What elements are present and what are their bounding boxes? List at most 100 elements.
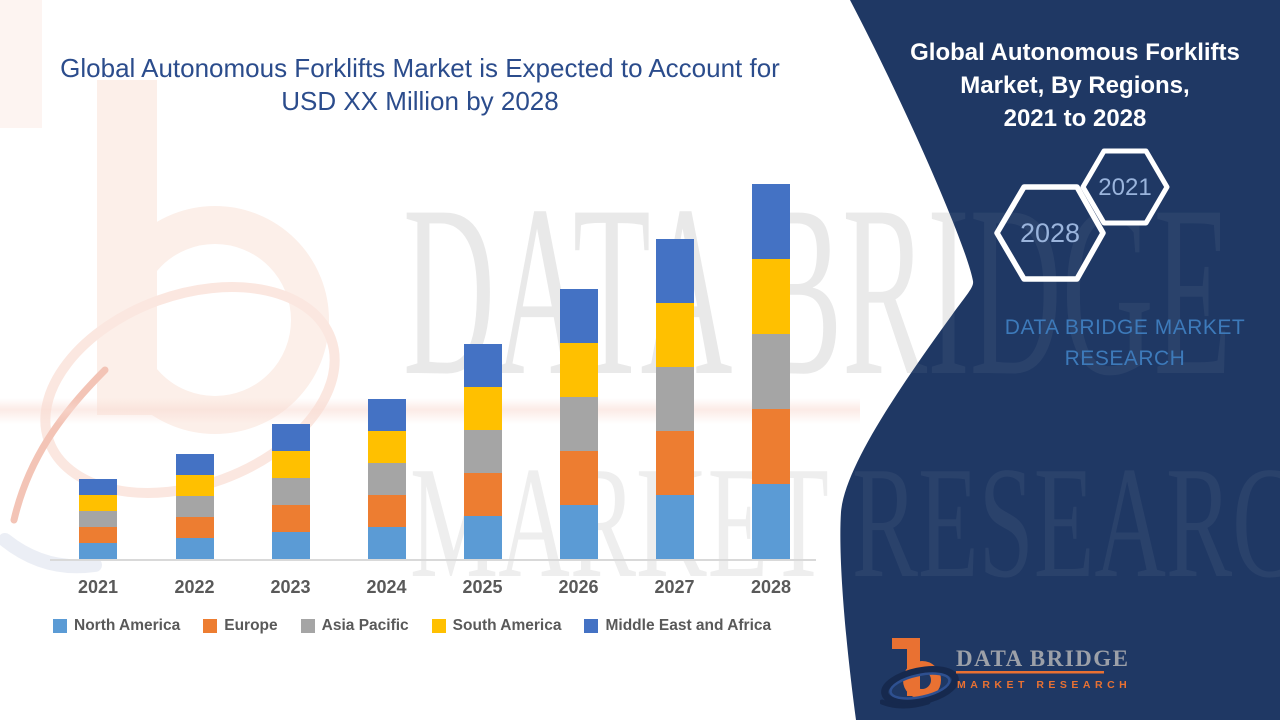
- chart-title-line2: USD XX Million by 2028: [281, 86, 559, 116]
- x-tick-label-2021: 2021: [77, 577, 119, 597]
- legend-item-south-america: South America: [431, 617, 562, 635]
- logo-brand-text: DATA BRIDGE: [956, 646, 1129, 671]
- bar-segment-2024-asia-pacific: [367, 463, 406, 495]
- faint-corner-blob: [0, 0, 42, 128]
- bar-segment-2023-asia-pacific: [271, 478, 310, 505]
- hexagon-2028: [994, 184, 1106, 282]
- legend-item-asia-pacific: Asia Pacific: [300, 617, 409, 635]
- panel-watermark-line1: DATA BRIDGE: [848, 155, 1232, 426]
- logo-sub-text: MARKET RESEARCH: [957, 679, 1130, 691]
- bar-column-2021: [79, 479, 117, 559]
- bar-segment-2021-middle-east-and-africa: [79, 479, 117, 495]
- bar-segment-2027-north-america: [655, 495, 694, 559]
- faint-blue-arc: [0, 533, 102, 574]
- bar-segment-2026-europe: [559, 451, 598, 505]
- bar-segment-2024-north-america: [367, 527, 406, 559]
- legend-label: South America: [452, 617, 562, 634]
- bar-segment-2021-south-america: [79, 495, 117, 511]
- faint-brand-logo-watermark: [0, 0, 340, 574]
- bar-segment-2025-north-america: [463, 516, 502, 559]
- hexagon-2021: [1080, 148, 1170, 226]
- legend-swatch: [53, 619, 67, 633]
- bar-segment-2024-middle-east-and-africa: [367, 399, 406, 431]
- bar-segment-2022-asia-pacific: [175, 496, 214, 517]
- bar-segment-2022-middle-east-and-africa: [175, 454, 214, 475]
- legend: North America Europe Asia Pacific South Ame…: [53, 617, 771, 635]
- bar-segment-2028-south-america: [752, 259, 790, 334]
- bar-segment-2027-middle-east-and-africa: [655, 239, 694, 303]
- bar-column-2027: [655, 239, 694, 559]
- bar-segment-2025-middle-east-and-africa: [463, 344, 502, 387]
- legend-label: North America: [74, 617, 181, 634]
- bar-segment-2022-europe: [175, 517, 214, 538]
- bar-segment-2026-asia-pacific: [559, 397, 598, 451]
- dbmr-logo: DATA BRIDGE MARKET RESEARCH: [880, 638, 1130, 709]
- bar-segment-2022-north-america: [175, 538, 214, 559]
- logo-underline: [956, 671, 1104, 674]
- bar-segment-2025-asia-pacific: [463, 430, 502, 473]
- x-tick-label-2028: 2028: [750, 577, 792, 597]
- bar-segment-2021-asia-pacific: [79, 511, 117, 527]
- faint-red-swoosh: [10, 366, 109, 524]
- x-tick-label-2027: 2027: [654, 577, 695, 597]
- bar-segment-2021-europe: [79, 527, 117, 543]
- legend-item-middle-east-and-africa: Middle East and Africa: [584, 617, 771, 635]
- bar-column-2025: [463, 344, 502, 559]
- hexagon-2028-label: 2028: [1020, 218, 1080, 248]
- chart-title: Global Autonomous Forklifts Market is Ex…: [28, 52, 812, 118]
- bar-column-2028: [752, 184, 790, 559]
- x-tick-label-2025: 2025: [462, 577, 503, 597]
- panel-title: Global Autonomous Forklifts Market, By R…: [880, 36, 1270, 135]
- x-tick-label-2024: 2024: [366, 577, 407, 597]
- x-tick-label-2023: 2023: [270, 577, 311, 597]
- x-tick-label-2022: 2022: [174, 577, 215, 597]
- legend-label: Asia Pacific: [321, 617, 409, 634]
- bar-segment-2023-south-america: [271, 451, 310, 478]
- bar-segment-2023-north-america: [271, 532, 310, 559]
- stacked-bar-chart: 2021 2022 2023 2024 2025 2026 2027 2028: [50, 184, 816, 597]
- faint-pink-band: [0, 398, 860, 424]
- x-axis-line: [50, 559, 816, 561]
- panel-watermark-line2: MARKET RESEARCH: [848, 433, 1280, 611]
- legend-item-europe: Europe: [203, 617, 278, 635]
- legend-label: Europe: [224, 617, 278, 634]
- panel-brand-line2: RESEARCH: [1064, 347, 1186, 370]
- bar-segment-2028-middle-east-and-africa: [752, 184, 790, 259]
- bar-column-2026: [559, 289, 598, 559]
- bar-column-2024: [367, 399, 406, 559]
- dbmr-logo-mark: [880, 638, 959, 709]
- panel-title-line1: Global Autonomous Forklifts: [910, 39, 1240, 66]
- bar-segment-2028-asia-pacific: [752, 334, 790, 409]
- panel-brand-text: DATA BRIDGE MARKET RESEARCH: [960, 312, 1280, 374]
- panel-title-line2: Market, By Regions,: [960, 72, 1190, 99]
- legend-item-north-america: North America: [53, 617, 180, 635]
- legend-swatch: [431, 619, 446, 633]
- x-tick-label-2026: 2026: [558, 577, 599, 597]
- legend-label: Middle East and Africa: [605, 617, 772, 634]
- bar-segment-2027-south-america: [655, 303, 694, 367]
- bar-segment-2024-europe: [367, 495, 406, 527]
- legend-swatch: [300, 619, 315, 633]
- bar-segment-2028-europe: [752, 409, 790, 484]
- bar-segment-2021-north-america: [79, 543, 117, 559]
- bar-segment-2025-europe: [463, 473, 502, 516]
- bar-segment-2026-north-america: [559, 505, 598, 559]
- legend-swatch: [203, 619, 218, 633]
- bar-segment-2028-north-america: [752, 484, 790, 559]
- bar-segment-2026-south-america: [559, 343, 598, 397]
- bar-segment-2027-europe: [655, 431, 694, 495]
- bar-column-2022: [175, 454, 214, 559]
- bar-column-2023: [271, 424, 310, 559]
- hexagon-2021-label: 2021: [1098, 174, 1151, 201]
- panel-brand-line1: DATA BRIDGE MARKET: [1004, 316, 1246, 339]
- bar-segment-2026-middle-east-and-africa: [559, 289, 598, 343]
- legend-swatch: [584, 619, 599, 633]
- bar-segment-2022-south-america: [175, 475, 214, 496]
- bar-segment-2023-europe: [271, 505, 310, 532]
- panel-title-line3: 2021 to 2028: [1003, 105, 1147, 132]
- bar-segment-2023-middle-east-and-africa: [271, 424, 310, 451]
- chart-title-line1: Global Autonomous Forklifts Market is Ex…: [60, 53, 780, 83]
- bar-segment-2027-asia-pacific: [655, 367, 694, 431]
- bar-segment-2025-south-america: [463, 387, 502, 430]
